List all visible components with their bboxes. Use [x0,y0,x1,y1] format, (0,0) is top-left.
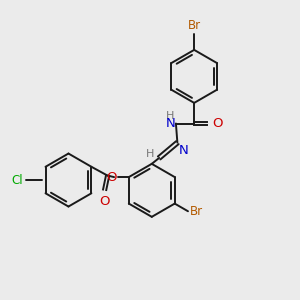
Text: Br: Br [188,19,201,32]
Text: H: H [146,148,154,158]
Text: Cl: Cl [12,173,23,187]
Text: H: H [166,111,174,121]
Text: O: O [99,195,110,208]
Text: N: N [166,117,175,130]
Text: Br: Br [190,205,203,218]
Text: O: O [106,171,116,184]
Text: O: O [212,117,222,130]
Text: N: N [179,144,189,157]
